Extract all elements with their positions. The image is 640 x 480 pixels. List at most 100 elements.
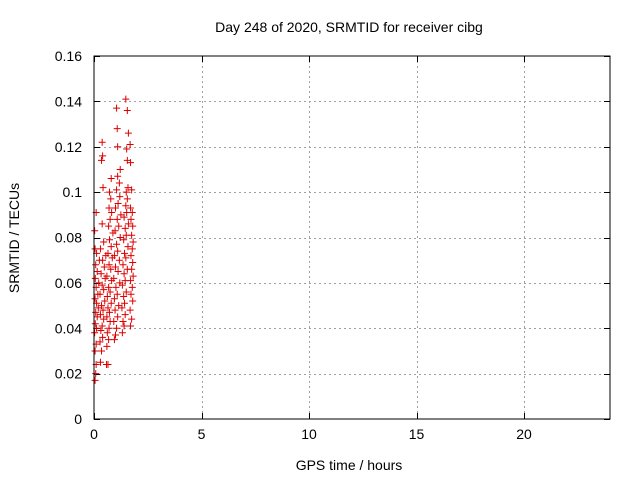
data-point <box>107 243 115 251</box>
data-point <box>124 220 132 228</box>
data-point <box>97 270 105 278</box>
data-point <box>98 156 106 164</box>
data-points <box>91 95 137 384</box>
data-point <box>110 252 118 260</box>
data-point <box>103 329 111 337</box>
y-tick-label: 0.08 <box>55 230 82 246</box>
data-point <box>112 283 120 291</box>
data-point <box>127 252 135 260</box>
data-point <box>120 322 128 330</box>
data-point <box>127 322 135 330</box>
x-tick-label: 15 <box>409 426 425 442</box>
data-point <box>98 220 106 228</box>
data-point <box>126 140 134 148</box>
data-point <box>103 272 111 280</box>
data-point <box>123 145 131 153</box>
data-point <box>108 209 116 217</box>
data-point <box>122 202 130 210</box>
data-point <box>114 247 122 255</box>
data-point <box>118 329 126 337</box>
data-point <box>99 256 107 264</box>
data-point <box>129 297 137 305</box>
data-point <box>128 283 136 291</box>
data-point <box>106 288 114 296</box>
y-tick-label: 0.04 <box>55 320 82 336</box>
data-point <box>106 215 114 223</box>
data-point <box>105 236 113 244</box>
data-point <box>113 125 121 133</box>
data-point <box>118 281 126 289</box>
grid-lines <box>94 56 610 419</box>
data-point <box>99 306 107 314</box>
data-point <box>112 263 119 271</box>
data-point <box>127 277 135 285</box>
data-point <box>128 209 136 217</box>
data-point <box>98 138 106 146</box>
data-point <box>121 311 129 319</box>
data-point <box>91 320 99 328</box>
data-point <box>110 317 118 325</box>
data-point <box>100 286 108 294</box>
data-point <box>99 152 107 160</box>
data-point <box>93 268 101 276</box>
y-tick-label: 0 <box>74 411 82 427</box>
data-point <box>120 213 128 221</box>
data-point <box>123 195 131 203</box>
y-tick-label: 0.14 <box>55 93 82 109</box>
data-point <box>91 227 99 235</box>
data-point <box>113 186 121 194</box>
data-point <box>104 249 112 257</box>
data-point <box>111 306 119 314</box>
data-point <box>115 222 123 230</box>
data-point <box>114 143 122 151</box>
data-point <box>116 165 124 173</box>
data-point <box>120 236 128 244</box>
data-point <box>113 290 121 298</box>
data-point <box>107 265 115 273</box>
data-point <box>96 290 104 298</box>
x-axis-label: GPS time / hours <box>296 457 403 473</box>
data-point <box>121 299 129 307</box>
data-point <box>116 193 124 201</box>
data-point <box>112 331 119 339</box>
data-point <box>91 376 99 384</box>
plot-frame <box>93 55 611 420</box>
data-point <box>96 338 104 346</box>
data-point <box>123 106 131 114</box>
data-point <box>107 175 115 183</box>
axis-ticks <box>94 56 610 420</box>
data-point <box>129 238 137 246</box>
data-point <box>104 304 112 312</box>
data-point <box>96 311 104 319</box>
x-tick-label: 10 <box>301 426 317 442</box>
data-point <box>119 317 127 325</box>
data-point <box>118 304 126 312</box>
data-point <box>105 204 113 212</box>
data-point <box>99 184 107 192</box>
data-point <box>122 188 130 196</box>
data-point <box>114 268 122 276</box>
data-point <box>98 322 106 330</box>
data-point <box>111 227 119 235</box>
data-point <box>112 204 119 212</box>
y-tick-label: 0.1 <box>63 184 83 200</box>
data-point <box>129 272 137 280</box>
x-tick-label: 20 <box>516 426 532 442</box>
data-point <box>122 288 130 296</box>
y-axis-label: SRMTID / TECUs <box>6 183 22 293</box>
data-point <box>128 186 136 194</box>
data-point <box>120 270 128 278</box>
data-point <box>114 172 122 180</box>
data-point <box>128 231 136 239</box>
data-point <box>119 261 127 269</box>
data-point <box>103 313 111 321</box>
data-point <box>122 95 130 103</box>
data-point <box>100 238 108 246</box>
data-point <box>98 281 106 289</box>
data-point <box>107 299 115 307</box>
y-tick-label: 0.06 <box>55 275 82 291</box>
data-point <box>113 215 121 223</box>
data-point <box>105 188 113 196</box>
data-point <box>128 315 136 323</box>
